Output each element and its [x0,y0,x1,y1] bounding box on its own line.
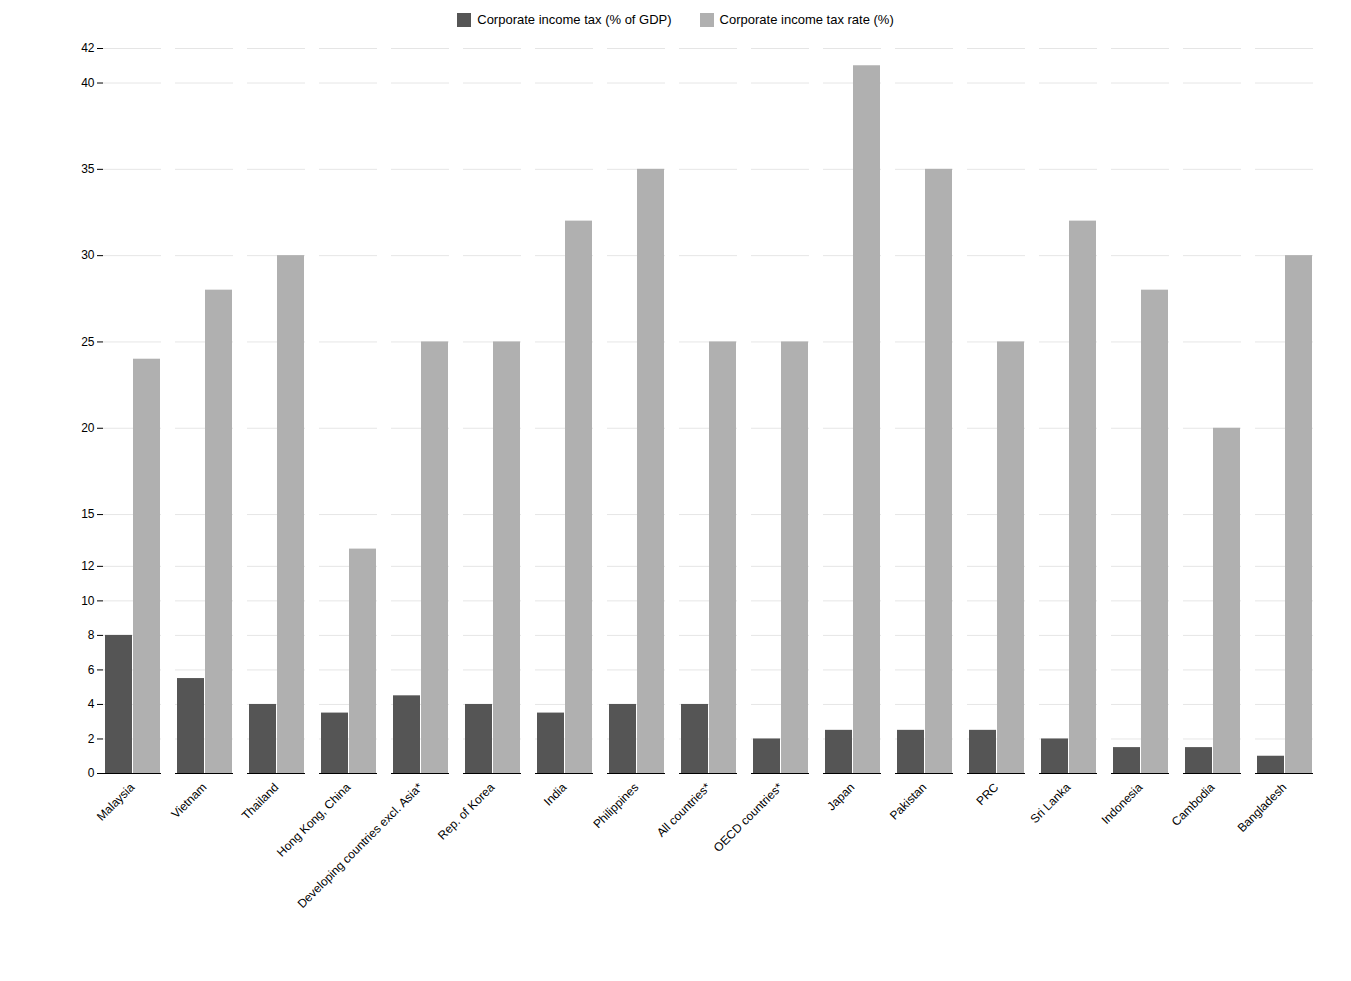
svg-text:42: 42 [81,41,95,55]
svg-text:40: 40 [81,76,95,90]
svg-text:PRC: PRC [974,780,1002,808]
svg-text:0: 0 [88,766,95,780]
svg-text:Bangladesh: Bangladesh [1235,780,1290,835]
svg-text:Sri Lanka: Sri Lanka [1028,780,1074,826]
svg-text:Vietnam: Vietnam [168,780,209,821]
svg-text:30: 30 [81,248,95,262]
svg-text:Pakistan: Pakistan [887,780,929,822]
svg-text:10: 10 [81,594,95,608]
svg-text:2: 2 [88,732,95,746]
svg-text:India: India [541,780,570,809]
svg-text:Japan: Japan [824,780,857,813]
svg-text:20: 20 [81,421,95,435]
svg-text:Malaysia: Malaysia [94,780,138,824]
svg-text:6: 6 [88,663,95,677]
svg-text:8: 8 [88,628,95,642]
svg-text:15: 15 [81,507,95,521]
svg-text:Thailand: Thailand [239,780,281,822]
svg-text:Hong Kong, China: Hong Kong, China [274,780,353,859]
html-text:Corporate income tax rate (%): Corporate income tax rate (%) [719,12,894,27]
svg-text:12: 12 [81,559,95,573]
svg-text:35: 35 [81,162,95,176]
svg-text:OECD countries*: OECD countries* [711,780,786,855]
svg-text:Cambodia: Cambodia [1169,780,1218,829]
html-text:Corporate income tax (% of GDP: Corporate income tax (% of GDP) [477,12,672,27]
svg-text:Developing countries excl. Asi: Developing countries excl. Asia* [295,780,426,911]
svg-text:Rep. of Korea: Rep. of Korea [435,780,497,842]
svg-text:Indonesia: Indonesia [1099,780,1146,827]
svg-text:4: 4 [88,697,95,711]
svg-text:Philippines: Philippines [590,780,641,831]
svg-text:All countries*: All countries* [654,780,714,840]
svg-text:25: 25 [81,335,95,349]
